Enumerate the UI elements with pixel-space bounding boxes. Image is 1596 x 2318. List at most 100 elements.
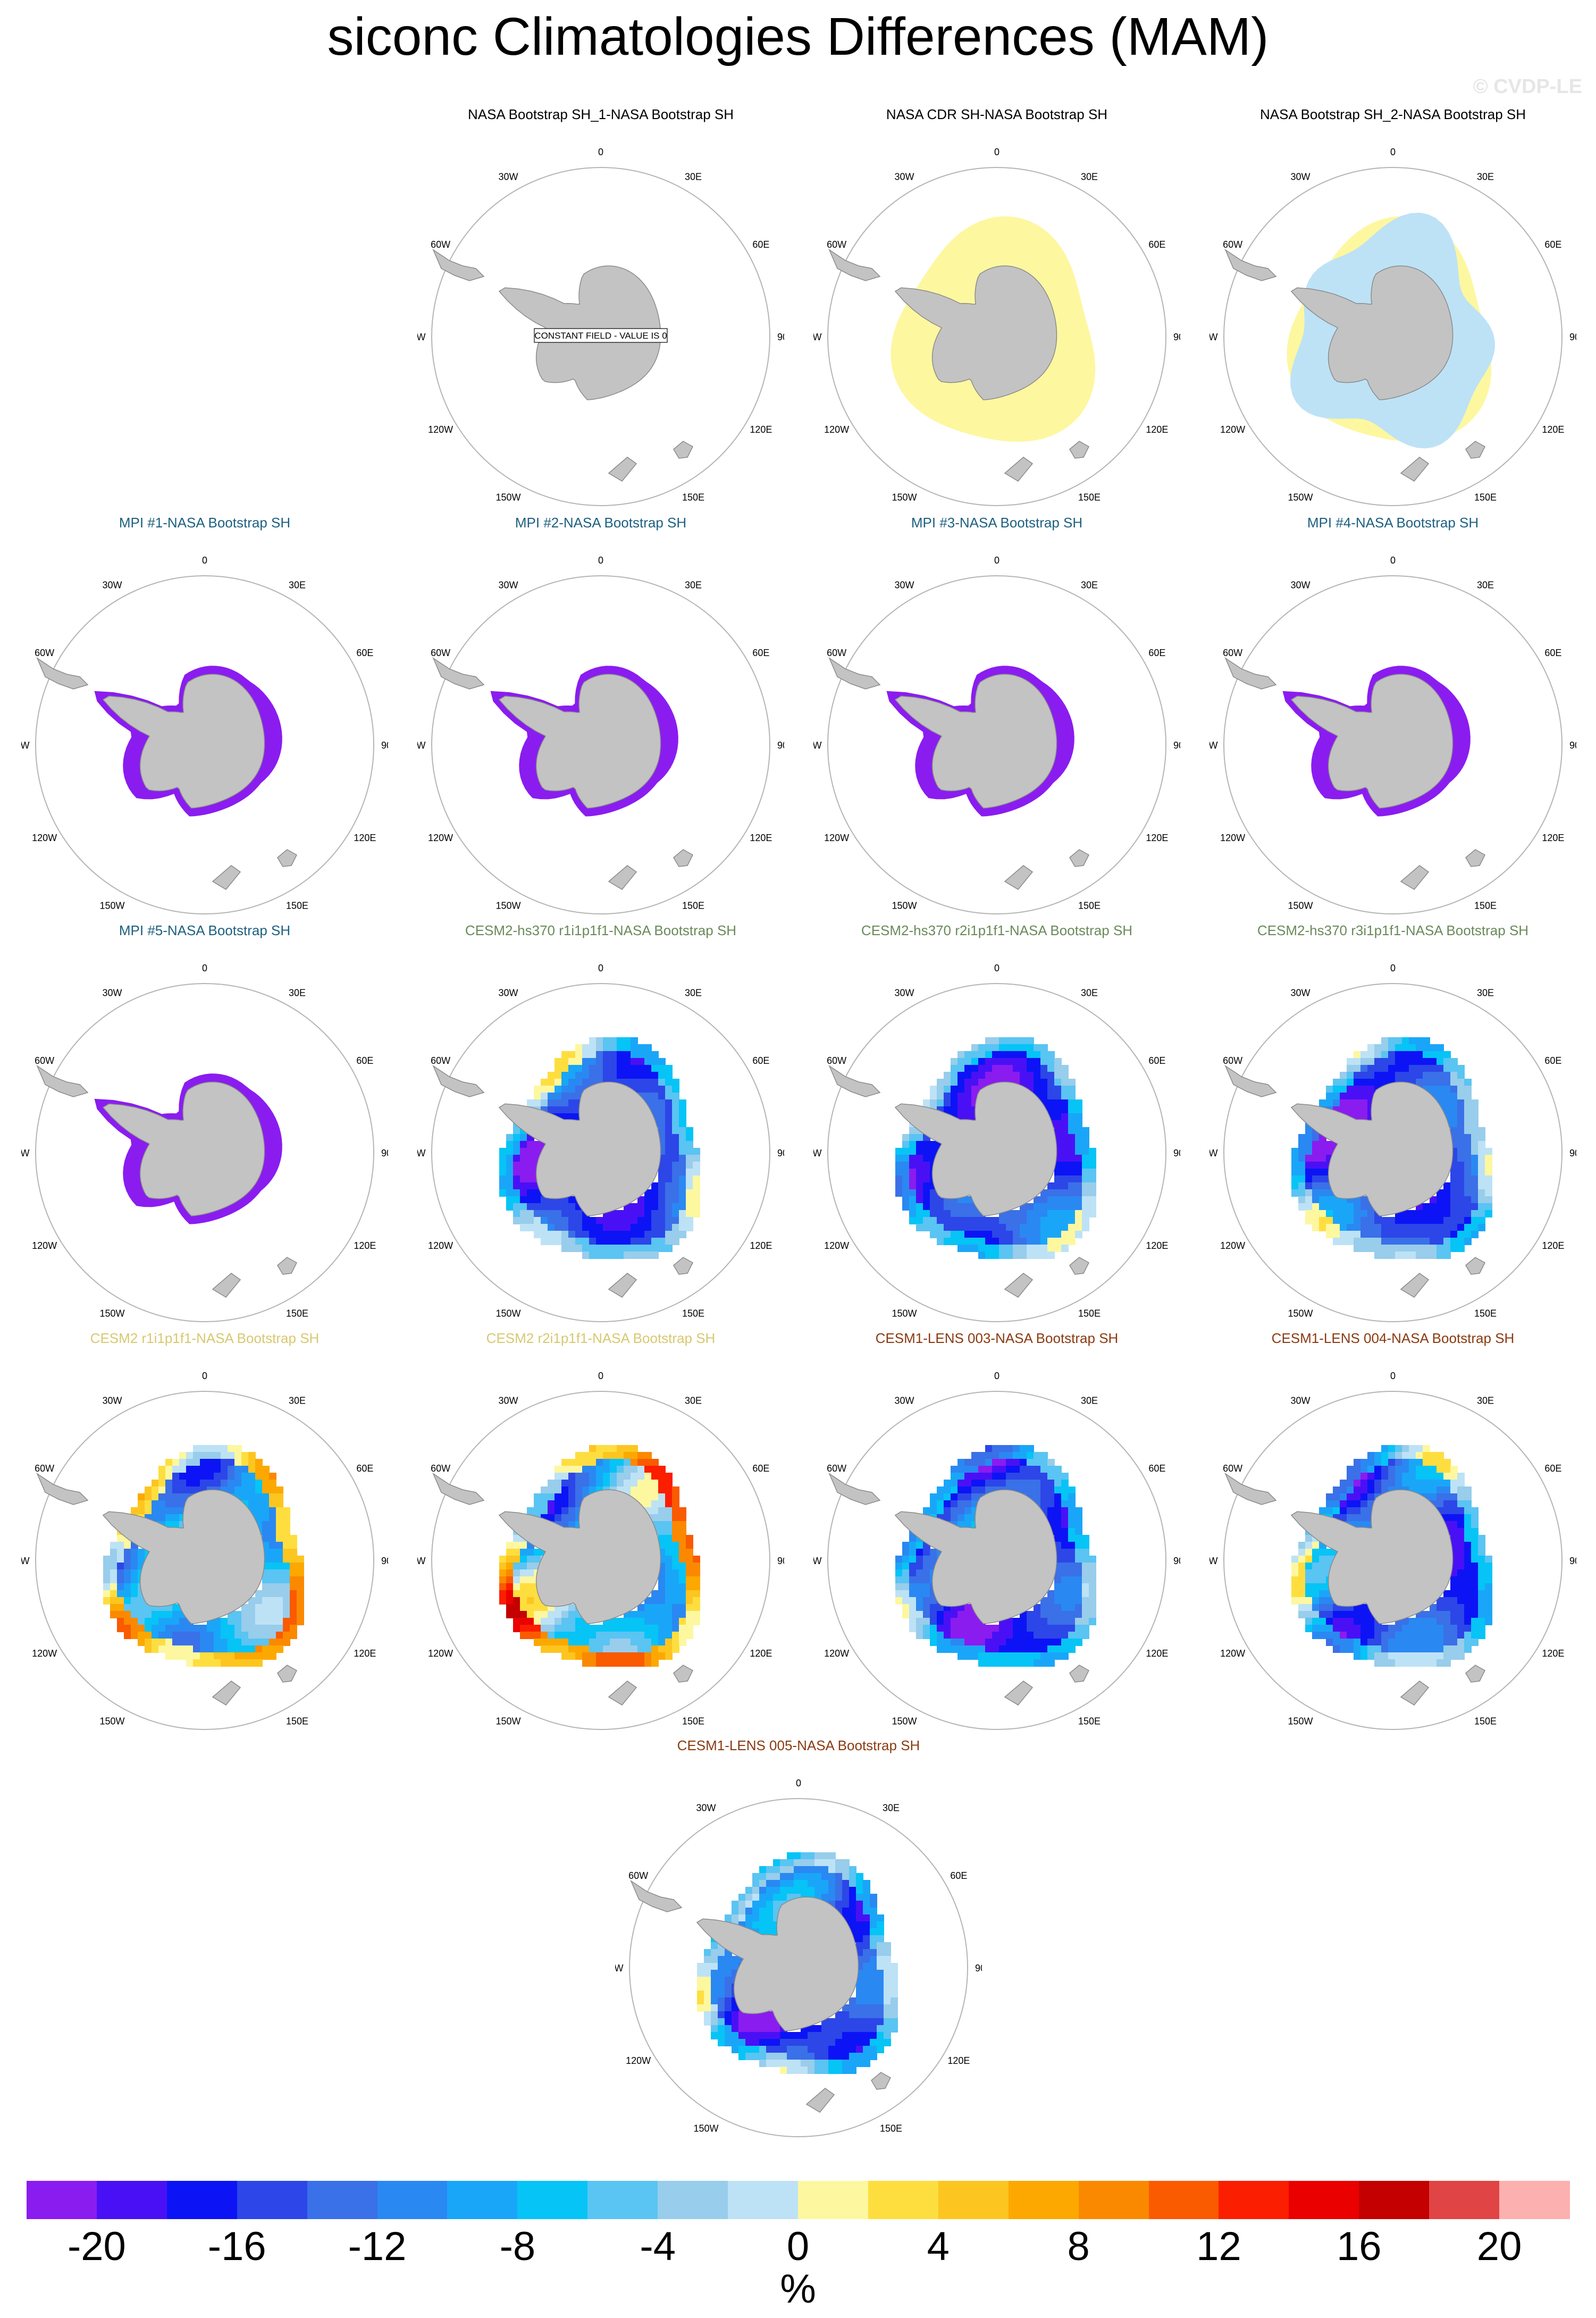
longitude-label: 90E bbox=[1569, 332, 1576, 342]
longitude-label: 0 bbox=[796, 1778, 801, 1788]
panel-title: CESM2 r1i1p1f1-NASA Bootstrap SH bbox=[90, 1330, 320, 1346]
longitude-label: 150W bbox=[892, 1308, 917, 1318]
longitude-label: 150E bbox=[682, 1716, 704, 1726]
colorbar-box bbox=[307, 2181, 378, 2219]
colorbar-tick-label: 16 bbox=[1336, 2224, 1382, 2269]
longitude-label: 120W bbox=[824, 1648, 849, 1659]
longitude-label: 60W bbox=[1223, 239, 1242, 250]
longitude-label: 150E bbox=[682, 492, 704, 502]
longitude-label: 150W bbox=[99, 1716, 124, 1726]
map-panel: CESM2-hs370 r1i1p1f1-NASA Bootstrap SH 0 3… bbox=[417, 922, 784, 1326]
new-zealand-south-landmass bbox=[1465, 441, 1485, 459]
longitude-label: 90E bbox=[777, 1148, 784, 1158]
longitude-label: 150E bbox=[880, 2123, 902, 2134]
antarctica-landmass bbox=[894, 1489, 1057, 1624]
new-zealand-south-landmass bbox=[673, 849, 693, 867]
longitude-label: 90E bbox=[1173, 332, 1180, 342]
longitude-label: 60E bbox=[752, 1055, 769, 1066]
colorbar-box bbox=[1008, 2181, 1079, 2219]
antarctica-landmass bbox=[1290, 674, 1454, 809]
longitude-label: 120W bbox=[626, 2055, 651, 2066]
longitude-label: 90E bbox=[777, 740, 784, 751]
longitude-label: 90E bbox=[1569, 740, 1576, 751]
longitude-label: 120W bbox=[1220, 1240, 1245, 1251]
colorbar-tick-label: 4 bbox=[927, 2224, 950, 2269]
panel-title: MPI #2-NASA Bootstrap SH bbox=[515, 515, 687, 531]
longitude-label: 90W bbox=[21, 1148, 30, 1158]
polar-map: 030E60E90E120E150E180150W120W90W60W30W bbox=[1209, 1371, 1576, 1730]
longitude-label: 120W bbox=[32, 1240, 57, 1251]
longitude-label: 150E bbox=[1078, 900, 1101, 911]
south-america-landmass bbox=[828, 248, 881, 281]
colorbar-tick-label: -8 bbox=[499, 2224, 536, 2269]
longitude-label: 120W bbox=[32, 833, 57, 843]
south-america-landmass bbox=[432, 657, 485, 690]
longitude-label: 60E bbox=[356, 1463, 373, 1474]
longitude-label: 120E bbox=[1542, 424, 1564, 435]
longitude-label: 150E bbox=[1474, 1716, 1497, 1726]
longitude-label: 150E bbox=[1474, 1308, 1497, 1318]
longitude-label: 90W bbox=[417, 332, 426, 342]
longitude-label: 90E bbox=[1173, 1148, 1180, 1158]
longitude-label: 120E bbox=[1146, 1240, 1168, 1251]
colorbar-box bbox=[1359, 2181, 1430, 2219]
new-zealand-south-landmass bbox=[1069, 849, 1089, 867]
longitude-label: 120W bbox=[1220, 833, 1245, 843]
antarctica-landmass bbox=[102, 1489, 265, 1624]
map-panel: CESM1-LENS 004-NASA Bootstrap SH 0 30E 60E 9… bbox=[1209, 1330, 1576, 1734]
longitude-label: 60E bbox=[356, 1055, 373, 1066]
longitude-label: 30E bbox=[289, 580, 306, 591]
colorbar-box bbox=[447, 2181, 518, 2219]
colorbar-tick-label: 8 bbox=[1067, 2224, 1090, 2269]
longitude-label: 150W bbox=[1288, 900, 1313, 911]
map-panel: CESM2 r1i1p1f1-NASA Bootstrap SH 0 30E 60E 9… bbox=[21, 1330, 388, 1734]
south-america-landmass bbox=[828, 1472, 881, 1505]
map-frame bbox=[1223, 1391, 1563, 1730]
longitude-label: 150W bbox=[99, 900, 124, 911]
longitude-label: 0 bbox=[202, 963, 207, 973]
south-america-landmass bbox=[36, 1064, 89, 1097]
longitude-label: 30E bbox=[685, 172, 702, 182]
polar-map: 030E60E90E120E150E180150W120W90W60W30W bbox=[813, 963, 1180, 1322]
new-zealand-landmass bbox=[608, 457, 637, 482]
longitude-label: 60W bbox=[1223, 1055, 1242, 1066]
longitude-label: 30W bbox=[498, 1396, 518, 1406]
new-zealand-landmass bbox=[212, 1273, 241, 1298]
longitude-label: 30E bbox=[685, 988, 702, 998]
longitude-label: 30E bbox=[883, 1803, 900, 1813]
longitude-label: 30E bbox=[1477, 172, 1494, 182]
longitude-label: 0 bbox=[994, 555, 999, 566]
longitude-label: 120W bbox=[428, 833, 453, 843]
map-panel: CESM2 r2i1p1f1-NASA Bootstrap SH 0 30E 60E 9… bbox=[417, 1330, 784, 1734]
polar-map: 030E60E90E120E150E180150W120W90W60W30W bbox=[813, 147, 1180, 506]
panel-title: NASA CDR SH-NASA Bootstrap SH bbox=[886, 106, 1108, 122]
longitude-label: 90E bbox=[1173, 740, 1180, 751]
colorbar-box bbox=[377, 2181, 448, 2219]
longitude-label: 120E bbox=[1542, 1240, 1564, 1251]
map-frame bbox=[35, 575, 374, 914]
colorbar-tick-label: 20 bbox=[1476, 2224, 1522, 2269]
longitude-label: 150W bbox=[1288, 1716, 1313, 1726]
map-panel: NASA Bootstrap SH_2-NASA Bootstrap SH 0 30… bbox=[1209, 106, 1576, 510]
longitude-label: 120W bbox=[1220, 1648, 1245, 1659]
antarctica-landmass bbox=[1290, 1489, 1454, 1624]
south-america-landmass bbox=[36, 657, 89, 690]
longitude-label: 120W bbox=[824, 1240, 849, 1251]
longitude-label: 0 bbox=[1390, 555, 1396, 566]
longitude-label: 0 bbox=[598, 555, 603, 566]
longitude-label: 60W bbox=[827, 1463, 846, 1474]
colorbar-tick-label: 12 bbox=[1196, 2224, 1241, 2269]
longitude-label: 60E bbox=[1544, 648, 1561, 658]
longitude-label: 30E bbox=[1081, 988, 1098, 998]
antarctica-landmass bbox=[894, 674, 1057, 809]
map-frame bbox=[1223, 575, 1563, 914]
longitude-label: 60E bbox=[752, 239, 769, 250]
longitude-label: 30E bbox=[685, 1396, 702, 1406]
colorbar-box bbox=[728, 2181, 799, 2219]
new-zealand-south-landmass bbox=[1465, 1665, 1485, 1683]
longitude-label: 60W bbox=[35, 1463, 54, 1474]
longitude-label: 60E bbox=[1544, 1463, 1561, 1474]
longitude-label: 150E bbox=[1078, 492, 1101, 502]
longitude-label: 90W bbox=[615, 1963, 624, 1973]
map-frame bbox=[35, 1391, 374, 1730]
